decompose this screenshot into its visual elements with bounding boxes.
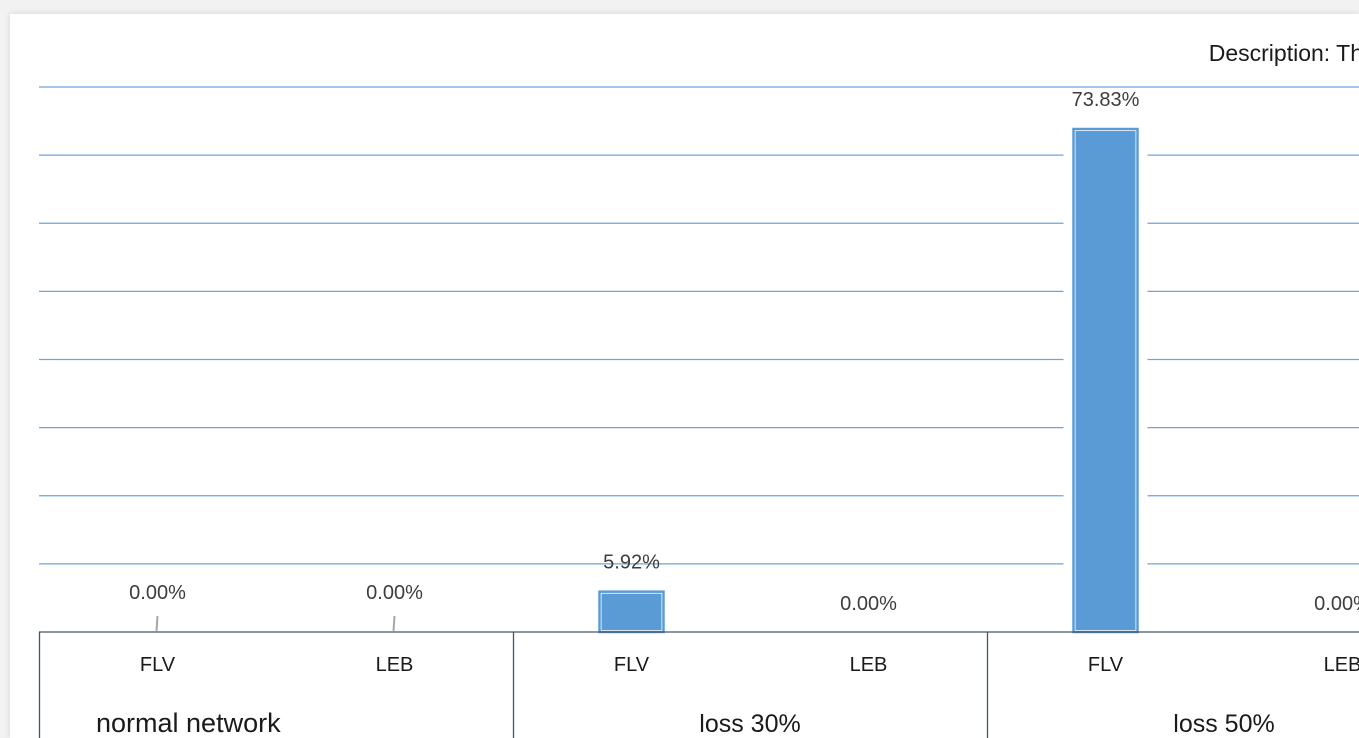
data-label: 0.00% [1314,593,1359,615]
x-tick-label: FLV [140,654,176,676]
x-tick-label: LEB [376,654,414,676]
bar-chart: 0.00% FLV 0.00% LEB normal network 5.92% FLV 0.… [38,86,1359,738]
x-tick-label: LEB [850,654,888,676]
leader-line [155,615,159,632]
leader-line [392,615,396,632]
group-label: loss 30% [699,710,800,738]
data-label: 0.00% [840,593,897,615]
group-label: normal network [96,708,281,738]
bar [601,593,662,630]
chart-card: 0.00% FLV 0.00% LEB normal network 5.92% FLV 0.… [10,14,1359,738]
x-tick-label: LEB [1324,654,1359,676]
group-label: loss 50% [1173,710,1274,738]
x-tick-label: FLV [1088,654,1124,676]
data-label: 0.00% [366,582,423,604]
bar [1075,131,1136,631]
data-label: 0.00% [129,582,186,604]
chart-description: Description: Th [1208,40,1359,66]
data-label: 73.83% [1072,89,1140,111]
data-label: 5.92% [603,552,660,574]
x-tick-label: FLV [614,654,650,676]
